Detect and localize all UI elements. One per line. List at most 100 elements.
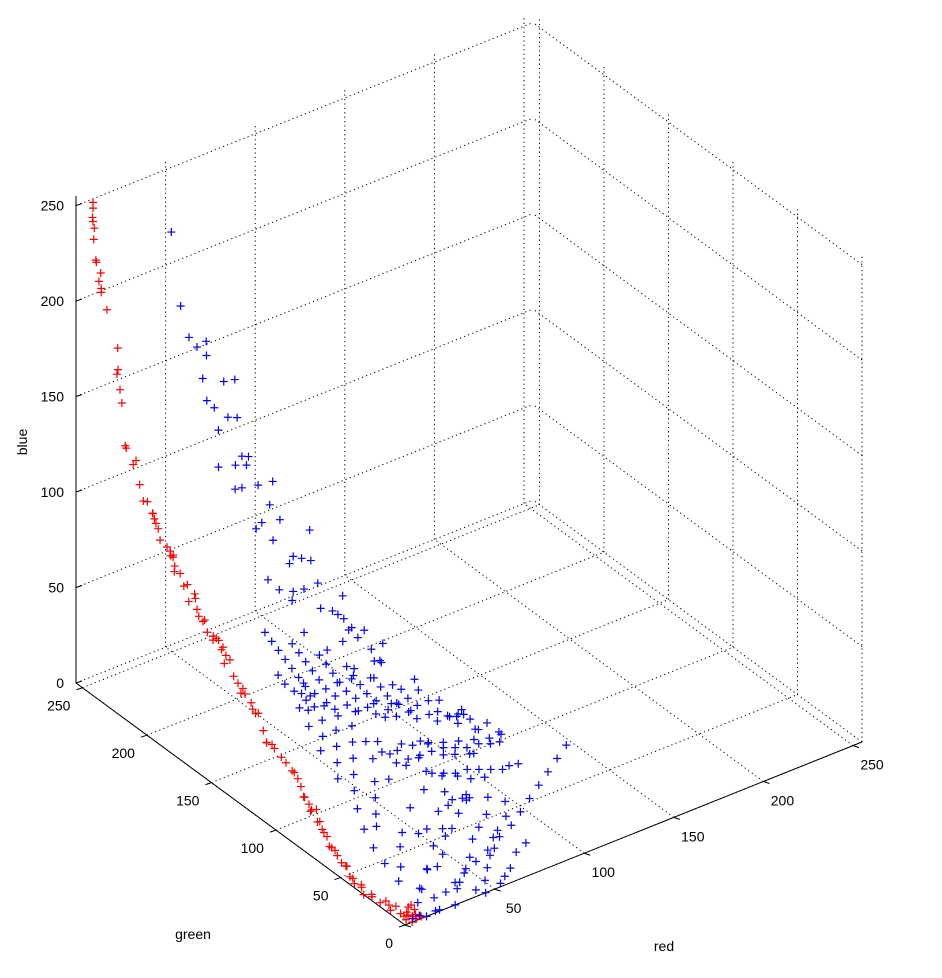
z-tick-mark <box>75 394 83 398</box>
data-point <box>422 767 431 776</box>
data-point <box>293 774 302 783</box>
data-point <box>482 810 491 819</box>
data-point <box>92 258 101 267</box>
data-point <box>438 824 447 833</box>
data-point <box>332 742 341 751</box>
data-point <box>316 746 325 755</box>
data-point <box>342 687 351 696</box>
data-point <box>417 885 426 894</box>
data-point <box>262 738 271 747</box>
data-point <box>463 765 472 774</box>
data-point <box>360 825 369 834</box>
z-tick-label: 250 <box>41 198 65 214</box>
data-point <box>471 857 480 866</box>
grid-line <box>340 694 798 879</box>
x-tick-mark <box>673 816 680 820</box>
data-point <box>392 758 401 767</box>
data-point <box>221 651 230 660</box>
data-point <box>339 614 348 623</box>
data-point <box>402 761 411 770</box>
data-point <box>396 862 405 871</box>
data-point <box>290 687 299 696</box>
data-point <box>200 616 209 625</box>
grid-line <box>146 551 605 736</box>
data-point <box>486 739 495 748</box>
data-point <box>376 898 385 907</box>
data-point <box>122 444 131 453</box>
x-tick-label: 200 <box>771 792 795 808</box>
y-axis-line <box>75 682 406 926</box>
y-tick-mark <box>334 877 341 881</box>
data-point <box>233 413 242 422</box>
data-point <box>198 374 207 383</box>
data-point <box>384 705 393 714</box>
data-point <box>301 682 310 691</box>
data-point <box>507 821 516 830</box>
data-point <box>297 554 306 563</box>
data-point <box>116 385 125 394</box>
data-point <box>301 657 310 666</box>
data-point <box>486 765 495 774</box>
z-tick-label: 50 <box>48 580 64 596</box>
data-point <box>332 726 341 735</box>
data-point <box>238 684 247 693</box>
data-point <box>318 716 327 725</box>
data-point <box>413 701 422 710</box>
data-point <box>89 235 98 244</box>
data-point <box>315 651 324 660</box>
data-point <box>396 842 405 851</box>
data-point <box>350 879 359 888</box>
data-point <box>229 672 238 681</box>
grid-line <box>254 610 585 854</box>
data-point <box>402 908 411 917</box>
z-tick-mark <box>75 585 83 588</box>
data-point <box>394 700 403 709</box>
data-point <box>191 594 200 603</box>
data-point <box>410 675 419 684</box>
data-point <box>485 734 494 743</box>
data-point <box>501 812 510 821</box>
data-point <box>435 905 444 914</box>
data-point <box>247 698 256 707</box>
data-point <box>308 666 317 675</box>
data-point <box>166 547 175 556</box>
data-point <box>351 694 360 703</box>
data-point <box>451 878 460 887</box>
data-point <box>481 876 490 885</box>
x-tick-mark <box>494 888 501 892</box>
data-point <box>297 689 306 698</box>
grid-line <box>532 22 863 265</box>
data-point <box>397 685 406 694</box>
data-point <box>348 874 357 883</box>
data-point <box>184 597 193 606</box>
data-point <box>154 524 163 533</box>
data-point <box>349 754 358 763</box>
data-point <box>306 691 315 700</box>
data-point <box>139 497 148 506</box>
data-point <box>501 797 510 806</box>
grid-line <box>532 117 863 361</box>
data-point <box>480 773 489 782</box>
data-point <box>150 514 159 523</box>
data-point <box>384 775 393 784</box>
y-tick-label: 250 <box>47 698 71 714</box>
data-point <box>331 846 340 855</box>
data-point <box>350 664 359 673</box>
data-point <box>416 737 425 746</box>
y-axis-label: green <box>175 926 211 942</box>
data-point <box>281 655 290 664</box>
y-tick-mark <box>140 734 148 738</box>
data-point <box>112 370 121 379</box>
data-point <box>412 714 421 723</box>
x-tick-mark <box>404 924 412 928</box>
data-point <box>349 671 358 680</box>
grid-line <box>75 499 534 684</box>
z-axis-label: blue <box>14 429 30 456</box>
data-point <box>371 793 380 802</box>
data-point <box>184 333 193 342</box>
data-point <box>454 809 463 818</box>
data-point <box>202 351 211 360</box>
grid-line <box>532 404 863 647</box>
z-tick-label: 100 <box>41 484 65 500</box>
